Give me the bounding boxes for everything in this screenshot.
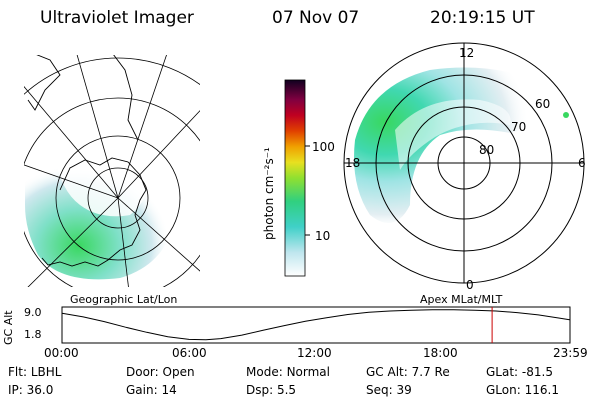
apex-label: Apex MLat/MLT	[420, 293, 503, 306]
status-dsp: Dsp: 5.5	[246, 383, 297, 397]
coastline	[27, 55, 147, 267]
status-glat: GLat: -81.5	[486, 365, 553, 379]
status-seq: Seq: 39	[366, 383, 412, 397]
colorbar-unit-label: photon cm⁻²s⁻¹	[262, 147, 276, 240]
polar-plot	[343, 42, 585, 284]
status-glon: GLon: 116.1	[486, 383, 559, 397]
lat-label-80: 80	[479, 143, 495, 157]
altitude-xtick-2359: 23:59	[553, 346, 588, 360]
altitude-ytick-high: 9.0	[24, 306, 42, 319]
geographic-map	[24, 55, 200, 287]
lat-label-70: 70	[511, 120, 527, 134]
aurora-spot	[563, 112, 569, 118]
status-ip: IP: 36.0	[8, 383, 54, 397]
altitude-ylabel: GC Alt	[2, 310, 15, 345]
status-mode: Mode: Normal	[246, 365, 330, 379]
mlt-label-18: 18	[345, 156, 361, 170]
status-gain: Gain: 14	[126, 383, 177, 397]
altitude-ytick-low: 1.8	[24, 328, 42, 341]
aurora-oval	[354, 67, 560, 223]
time-label: 20:19:15 UT	[430, 8, 535, 28]
altitude-xtick-0600: 06:00	[172, 346, 207, 360]
altitude-xtick-0000: 00:00	[44, 346, 79, 360]
altitude-plot	[61, 306, 571, 344]
mlt-label-6: 6	[578, 156, 586, 170]
polar-grid	[343, 42, 585, 284]
latlon-grid	[24, 55, 200, 287]
altitude-xtick-1800: 18:00	[423, 346, 458, 360]
status-gc-alt: GC Alt: 7.7 Re	[366, 365, 450, 379]
colorbar-tick-10: 10	[315, 229, 331, 243]
lat-label-60: 60	[535, 97, 551, 111]
status-flt: Flt: LBHL	[8, 365, 62, 379]
colorbar	[284, 79, 310, 277]
altitude-xtick-1200: 12:00	[297, 346, 332, 360]
date-label: 07 Nov 07	[272, 8, 360, 28]
status-door: Door: Open	[126, 365, 195, 379]
instrument-title: Ultraviolet Imager	[40, 8, 194, 28]
mlt-label-12: 12	[459, 46, 475, 60]
mlt-label-0: 0	[466, 278, 474, 292]
colorbar-tick-100: 100	[312, 140, 335, 154]
geographic-label: Geographic Lat/Lon	[70, 293, 178, 306]
